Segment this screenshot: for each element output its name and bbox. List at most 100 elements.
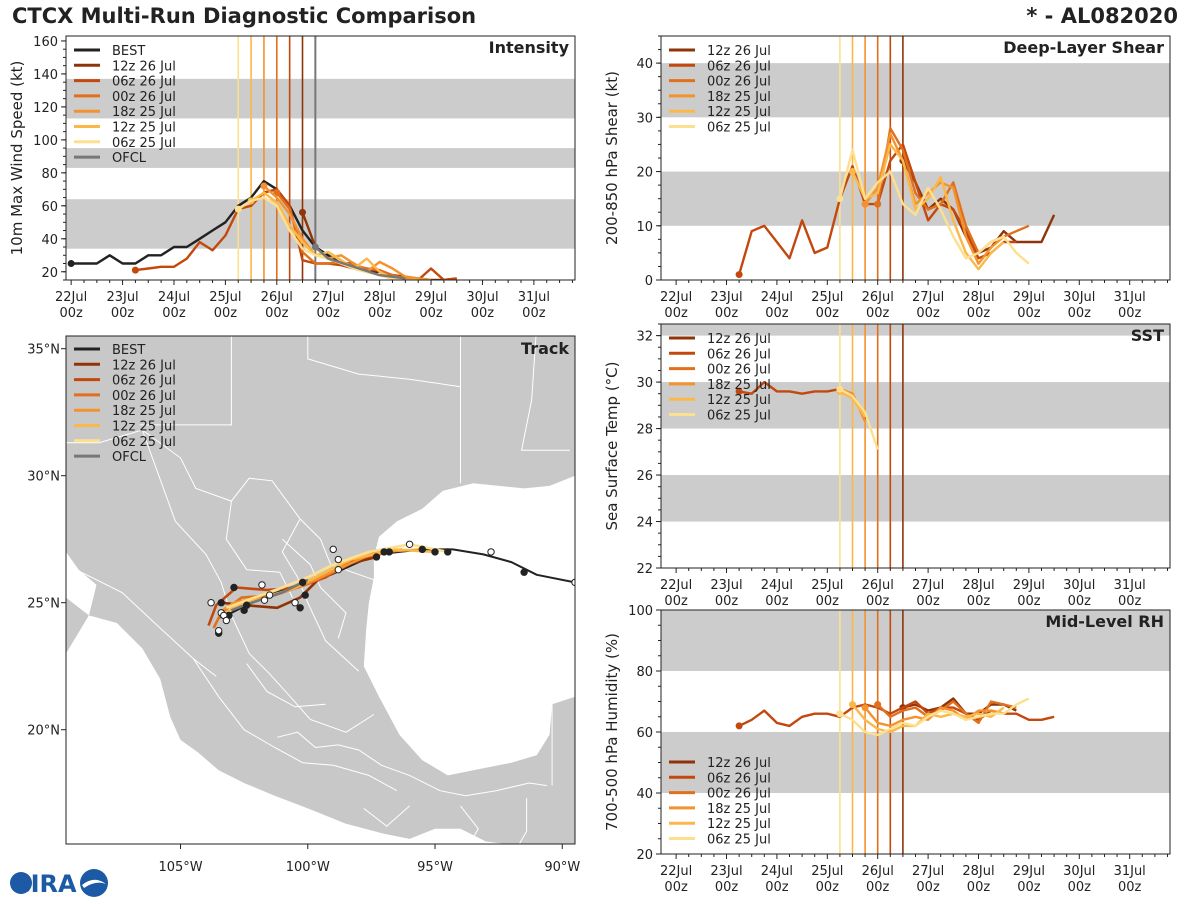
x-tick-label-hour: 00z bbox=[866, 594, 890, 609]
cira-logo: CIRA bbox=[6, 866, 116, 904]
x-tick-label-hour: 00z bbox=[1118, 306, 1142, 321]
x-tick-label-day: 27Jul bbox=[312, 290, 344, 305]
series-start-ofcl bbox=[311, 243, 319, 251]
track-point-best bbox=[444, 548, 452, 556]
x-tick-label-day: 28Jul bbox=[364, 290, 396, 305]
series-start-18z-25-jul bbox=[861, 200, 869, 208]
track-point-06z-25-jul bbox=[291, 599, 299, 607]
page-title: CTCX Multi-Run Diagnostic Comparison bbox=[12, 4, 477, 28]
y-axis-label: 10m Max Wind Speed (kt) bbox=[8, 61, 26, 256]
y-tick-label: 160 bbox=[33, 35, 58, 50]
track-point-12z-25-jul bbox=[431, 548, 439, 556]
track-point-00z-26-jul bbox=[215, 626, 223, 635]
y-tick-label: 100 bbox=[33, 134, 58, 149]
x-tick-label-day: 29Jul bbox=[1013, 864, 1045, 879]
legend-label-00z-26-jul: 00z 26 Jul bbox=[707, 787, 771, 802]
map-border bbox=[307, 336, 461, 388]
x-tick-label-hour: 00z bbox=[1017, 594, 1041, 609]
series-line-best bbox=[71, 179, 380, 273]
map-border bbox=[281, 518, 360, 672]
legend-label-06z-26-jul: 06z 26 Jul bbox=[112, 374, 176, 389]
legend-label-06z-25-jul: 06z 25 Jul bbox=[707, 409, 771, 424]
x-tick-label-hour: 00z bbox=[715, 594, 739, 609]
x-tick-label-day: 26Jul bbox=[862, 290, 894, 305]
y-tick-label: 10 bbox=[636, 220, 653, 235]
track-point-06z-25-jul bbox=[329, 545, 337, 554]
map-border bbox=[281, 538, 347, 639]
x-tick-label-day: 30Jul bbox=[1063, 290, 1095, 305]
panel-title: Track bbox=[521, 339, 569, 358]
legend-label-ofcl: OFCL bbox=[112, 151, 147, 166]
panel-title: Intensity bbox=[489, 38, 570, 57]
map-border bbox=[139, 336, 232, 426]
series-start-12z-25-jul bbox=[849, 701, 857, 709]
legend-label-06z-26-jul: 06z 26 Jul bbox=[707, 59, 771, 74]
x-tick-label-day: 22Jul bbox=[660, 290, 692, 305]
series-line-18z-25-jul bbox=[263, 185, 432, 280]
track-point-12z-26-jul bbox=[301, 591, 309, 599]
shade-band bbox=[66, 78, 575, 119]
track-point-18z-25-jul bbox=[418, 545, 426, 554]
series-line-12z-25-jul bbox=[851, 143, 1005, 271]
legend-label-best: BEST bbox=[112, 343, 145, 358]
x-tick-label-hour: 00z bbox=[816, 880, 840, 895]
lat-tick-label: 20°N bbox=[27, 724, 60, 739]
y-tick-label: 32 bbox=[636, 330, 653, 345]
y-tick-label: 60 bbox=[41, 200, 58, 215]
legend-label-12z-25-jul: 12z 25 Jul bbox=[112, 121, 176, 136]
x-tick-label-hour: 00z bbox=[59, 306, 83, 321]
x-tick-label-hour: 00z bbox=[866, 306, 890, 321]
track-point-06z-26-jul bbox=[230, 583, 238, 592]
sst-panel: 22242628303222Jul00z23Jul00z24Jul00z25Ju… bbox=[603, 323, 1171, 609]
x-tick-label-day: 26Jul bbox=[261, 290, 293, 305]
x-tick-label-hour: 00z bbox=[214, 306, 238, 321]
legend-label-12z-25-jul: 12z 25 Jul bbox=[707, 105, 771, 120]
x-tick-label-day: 27Jul bbox=[912, 578, 944, 593]
shade-band bbox=[661, 732, 1170, 793]
plot-frame bbox=[65, 35, 576, 281]
map-border bbox=[225, 501, 293, 598]
x-tick-label-day: 29Jul bbox=[1013, 290, 1045, 305]
y-tick-label: 40 bbox=[41, 233, 58, 248]
x-tick-label-hour: 00z bbox=[664, 880, 688, 895]
track-panel: 20°N 25°N 30°N 35°N 105°W 100°W 95°W 90°W Track B… bbox=[27, 335, 580, 875]
plot-frame bbox=[65, 335, 576, 845]
track-point-06z-25-jul bbox=[405, 540, 414, 548]
x-tick-label-hour: 00z bbox=[664, 306, 688, 321]
series-line-06z-25-jul bbox=[839, 388, 879, 450]
x-tick-label-hour: 00z bbox=[317, 306, 341, 321]
legend-label-06z-26-jul: 06z 26 Jul bbox=[112, 75, 176, 90]
x-tick-label-hour: 00z bbox=[715, 880, 739, 895]
legend-label-12z-25-jul: 12z 25 Jul bbox=[707, 817, 771, 832]
legend-label-ofcl: OFCL bbox=[112, 450, 147, 465]
x-tick-label-hour: 00z bbox=[765, 306, 789, 321]
shade-band bbox=[66, 148, 575, 168]
legend-label-18z-25-jul: 18z 25 Jul bbox=[707, 378, 771, 393]
y-axis-label: 200-850 hPa Shear (kt) bbox=[603, 71, 621, 245]
x-tick-label-day: 31Jul bbox=[1114, 864, 1146, 879]
y-tick-label: 40 bbox=[636, 787, 653, 802]
series-start-12z-25-jul bbox=[849, 168, 857, 176]
x-tick-label-hour: 00z bbox=[1017, 880, 1041, 895]
y-tick-label: 30 bbox=[636, 111, 653, 126]
series-start-06z-26-jul bbox=[131, 266, 139, 274]
x-tick-label-day: 28Jul bbox=[962, 864, 994, 879]
x-tick-label-day: 23Jul bbox=[710, 578, 742, 593]
x-tick-label-hour: 00z bbox=[816, 594, 840, 609]
series-start-06z-26-jul bbox=[735, 722, 743, 730]
y-tick-label: 120 bbox=[33, 101, 58, 116]
x-tick-label-day: 30Jul bbox=[1063, 864, 1095, 879]
x-tick-label-hour: 00z bbox=[916, 594, 940, 609]
x-tick-label-day: 29Jul bbox=[1013, 578, 1045, 593]
panel-title: Deep-Layer Shear bbox=[1003, 38, 1164, 57]
series-start-18z-25-jul bbox=[861, 704, 869, 712]
track-point-best bbox=[487, 548, 495, 556]
x-tick-label-hour: 00z bbox=[1068, 306, 1092, 321]
gulf-of-california bbox=[66, 551, 97, 616]
legend-label-18z-25-jul: 18z 25 Jul bbox=[112, 404, 176, 419]
series-start-06z-25-jul bbox=[836, 710, 844, 718]
y-tick-label: 100 bbox=[628, 604, 653, 619]
y-axis-label: 700-500 hPa Humidity (%) bbox=[603, 633, 621, 831]
x-tick-label-day: 28Jul bbox=[962, 578, 994, 593]
